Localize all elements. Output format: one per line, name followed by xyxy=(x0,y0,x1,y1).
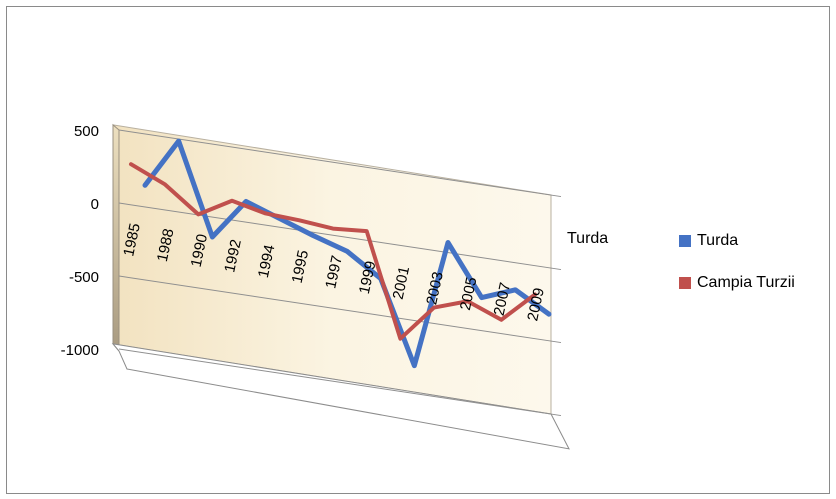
depth-axis-label: Turda xyxy=(567,230,608,247)
legend-label-campia-turzii: Campia Turzii xyxy=(697,274,795,291)
chart-plot: 500 0 -500 -1000 1985 1988 1990 1992 1994 1995 19… xyxy=(61,123,608,450)
legend-swatch-turda xyxy=(679,235,691,247)
x-tick-label: 2001 xyxy=(390,265,414,301)
x-tick-label: 1992 xyxy=(221,238,245,274)
legend-item-turda: Turda xyxy=(679,231,795,251)
x-tick-label: 1999 xyxy=(356,259,380,295)
legend-swatch-campia-turzii xyxy=(679,277,691,289)
gridline xyxy=(118,202,562,271)
legend-item-campia-turzii: Campia Turzii xyxy=(679,273,795,293)
x-tick-label: 1990 xyxy=(188,233,212,269)
x-tick-label: 2005 xyxy=(457,276,481,312)
series-line-turda xyxy=(142,138,552,369)
chart-frame: 500 0 -500 -1000 1985 1988 1990 1992 1994 1995 19… xyxy=(6,6,830,494)
gridline xyxy=(118,275,562,344)
y-tick-label: -1000 xyxy=(61,342,99,359)
y-tick-label: -500 xyxy=(69,269,99,286)
chart-side-wall xyxy=(112,123,120,353)
y-tick-label: 0 xyxy=(91,196,99,213)
x-tick-label: 2009 xyxy=(524,286,548,322)
legend-label-turda: Turda xyxy=(697,232,739,249)
x-tick-label: 1988 xyxy=(154,227,178,263)
gridline xyxy=(118,348,562,417)
chart-floor xyxy=(111,343,570,450)
chart-legend: Turda Campia Turzii xyxy=(679,231,795,315)
x-tick-label: 1985 xyxy=(120,222,144,258)
x-tick-label: 1994 xyxy=(255,243,279,279)
x-tick-label: 1995 xyxy=(289,249,313,285)
gridline xyxy=(118,129,562,198)
series-line-campia-turzii xyxy=(129,162,537,341)
y-tick-label: 500 xyxy=(74,123,99,140)
x-tick-label: 2003 xyxy=(423,270,447,306)
x-tick-label: 1997 xyxy=(322,254,346,290)
x-tick-label: 2007 xyxy=(491,281,515,317)
